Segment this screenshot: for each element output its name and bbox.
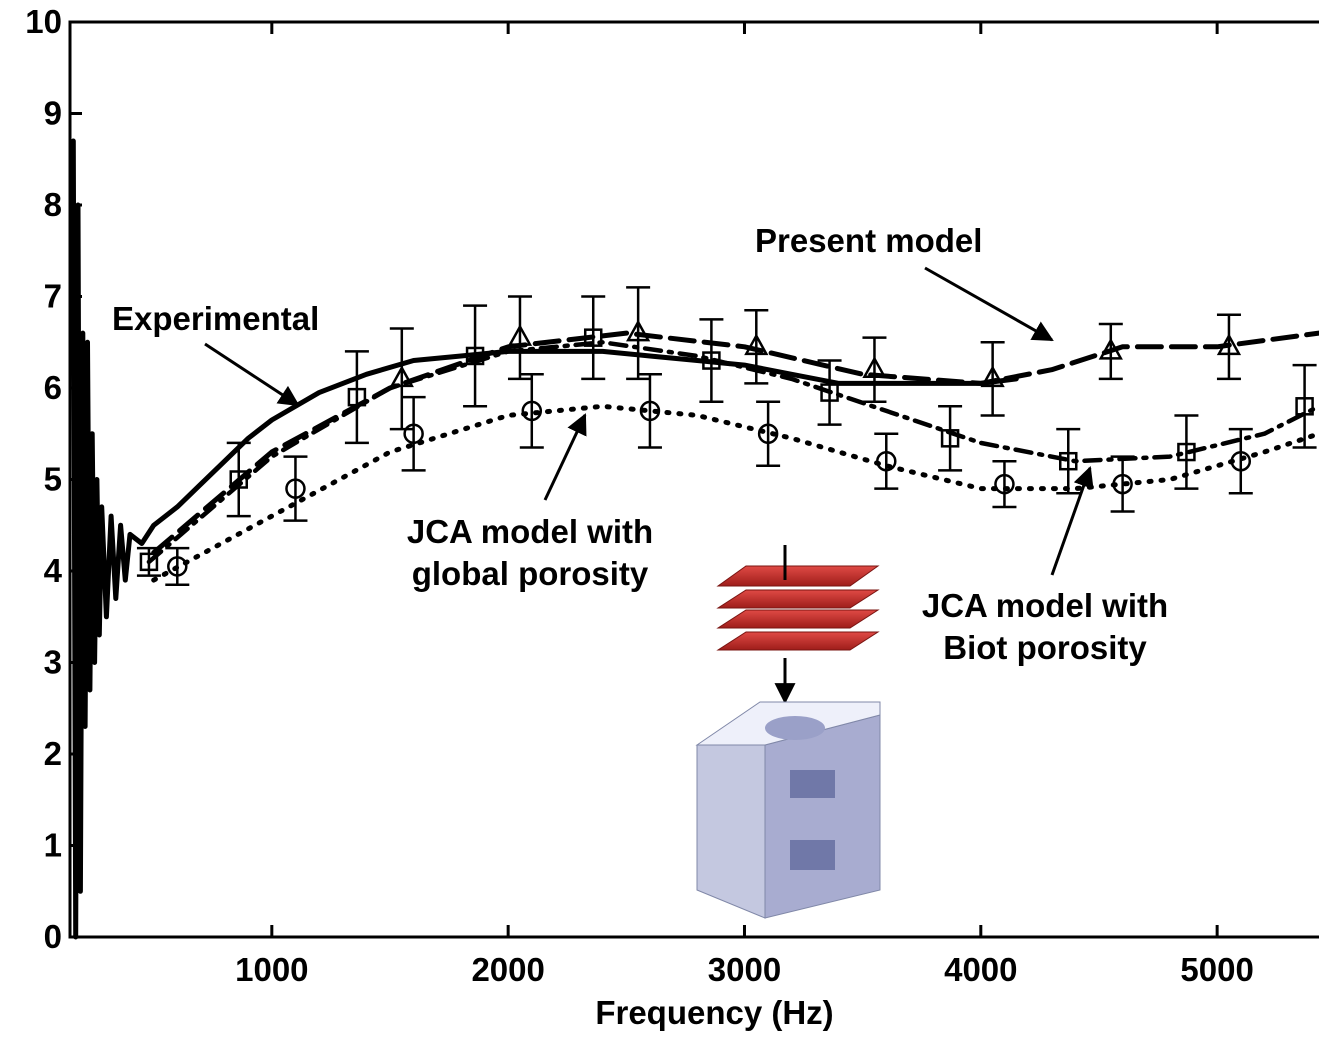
- series-line: [151, 403, 1319, 583]
- marker-triangle: [507, 324, 533, 346]
- y-tick-label: 7: [44, 278, 62, 315]
- error-bar: [699, 318, 724, 403]
- error-bar: [463, 304, 488, 408]
- marker-square: [1059, 451, 1078, 471]
- marker-circle: [285, 478, 306, 499]
- annotation-arrow: [1050, 466, 1094, 576]
- marker-square: [940, 429, 960, 448]
- marker-triangle: [626, 319, 651, 342]
- marker-triangle: [980, 365, 1005, 388]
- x-tick-label: 5000: [1180, 951, 1253, 988]
- y-tick-label: 0: [44, 918, 62, 955]
- y-tick-label: 1: [44, 827, 62, 864]
- series-line: [151, 330, 1319, 556]
- x-axis-label: Frequency (Hz): [595, 994, 833, 1031]
- error-bar: [1216, 313, 1241, 381]
- error-bar: [1056, 427, 1081, 495]
- marker-circle: [1112, 473, 1133, 495]
- annotation-text: JCA model with: [407, 513, 653, 550]
- y-tick-label: 2: [44, 735, 62, 772]
- marker-square: [1177, 442, 1196, 462]
- marker-circle: [757, 423, 779, 444]
- series-line: [70, 138, 1019, 940]
- marker-triangle: [1098, 337, 1123, 360]
- inset-illustration: [695, 545, 881, 919]
- error-bar: [862, 336, 887, 403]
- error-bar: [756, 400, 781, 468]
- marker-triangle: [744, 333, 769, 356]
- marker-circle: [521, 400, 543, 422]
- marker-circle: [639, 400, 661, 422]
- marker-triangle: [1216, 333, 1242, 356]
- annotation-text: JCA model with: [922, 587, 1168, 624]
- error-bar: [874, 432, 899, 490]
- y-tick-label: 10: [25, 3, 62, 40]
- error-bar: [401, 395, 426, 472]
- marker-square: [139, 552, 159, 572]
- y-tick-label: 9: [44, 95, 62, 132]
- error-bar: [992, 459, 1017, 509]
- marker-triangle: [389, 365, 414, 388]
- error-bar: [283, 455, 308, 522]
- marker-circle: [994, 473, 1015, 495]
- marker-circle: [1230, 450, 1252, 472]
- error-bar: [626, 286, 651, 381]
- x-tick-label: 2000: [471, 951, 544, 988]
- marker-circle: [167, 556, 188, 577]
- error-bar: [389, 327, 414, 431]
- marker-square: [702, 351, 721, 370]
- error-bar: [1228, 427, 1253, 495]
- annotation-text: global porosity: [412, 555, 649, 592]
- annotation-text: Experimental: [112, 300, 319, 337]
- y-tick-label: 8: [44, 186, 62, 223]
- marker-square: [229, 470, 248, 489]
- error-bar: [938, 405, 963, 472]
- marker-square: [820, 383, 839, 402]
- y-tick-label: 6: [44, 369, 62, 406]
- error-bar: [1292, 363, 1317, 449]
- x-tick-label: 3000: [708, 951, 781, 988]
- marker-square: [583, 328, 603, 347]
- marker-circle: [403, 423, 424, 444]
- error-bar: [226, 441, 251, 518]
- error-bar: [637, 373, 662, 449]
- error-bar: [507, 295, 532, 381]
- error-bar: [344, 350, 369, 445]
- y-tick-label: 5: [44, 461, 62, 498]
- error-bar: [1098, 322, 1123, 381]
- marker-triangle: [862, 356, 887, 378]
- marker-square: [465, 346, 485, 366]
- marker-square: [1295, 397, 1314, 416]
- series-line: [146, 340, 1319, 565]
- error-bar: [581, 295, 606, 381]
- x-tick-label: 1000: [235, 951, 308, 988]
- annotation-arrow: [924, 266, 1054, 342]
- marker-circle: [876, 450, 897, 472]
- error-bar: [817, 359, 842, 426]
- annotation-arrow: [543, 413, 587, 501]
- error-bar: [519, 373, 544, 449]
- error-bar: [165, 546, 190, 586]
- annotation-arrow: [204, 342, 300, 407]
- x-tick-label: 4000: [944, 951, 1017, 988]
- y-tick-label: 4: [44, 552, 63, 589]
- error-bar: [980, 341, 1005, 417]
- error-bar: [1174, 414, 1199, 490]
- annotation-text: Biot porosity: [943, 629, 1147, 666]
- marker-square: [347, 387, 367, 407]
- annotation-text: Present model: [755, 222, 982, 259]
- y-tick-label: 3: [44, 644, 62, 681]
